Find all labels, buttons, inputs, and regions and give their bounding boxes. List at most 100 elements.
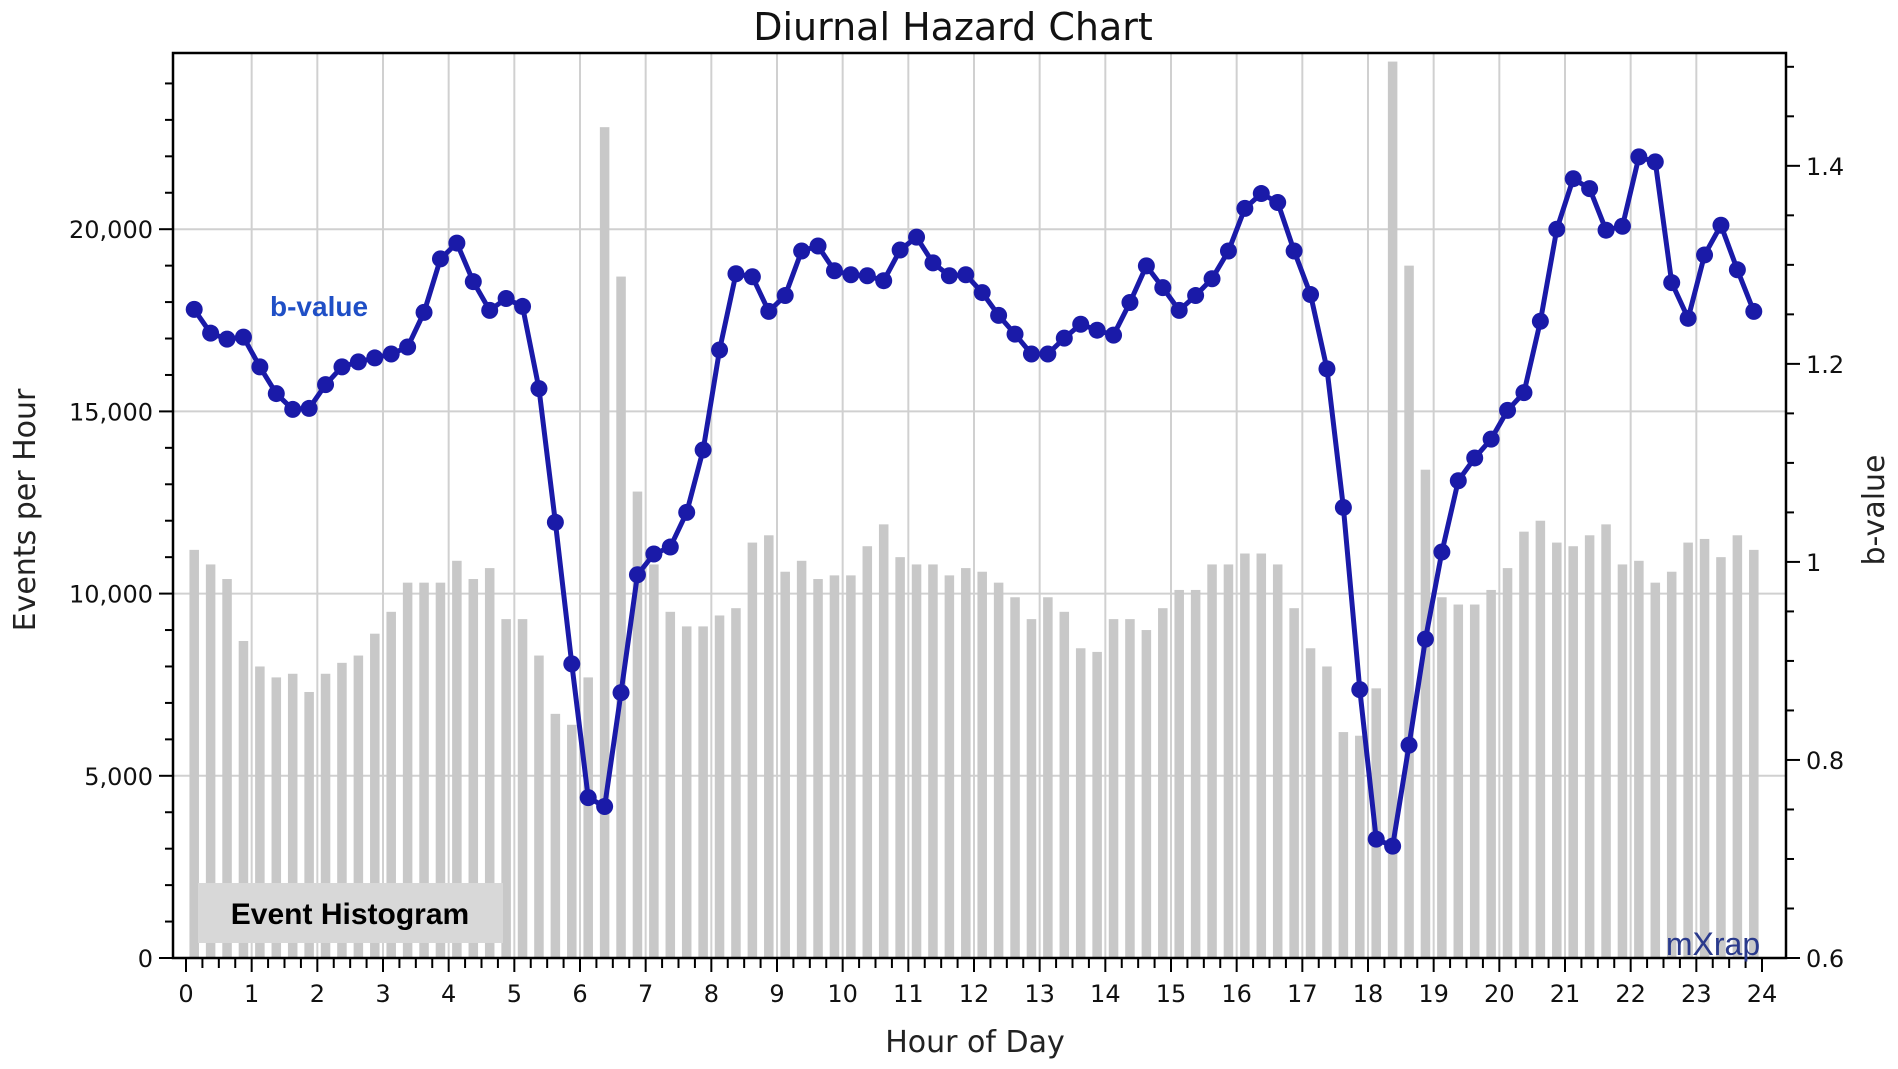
b-value-point bbox=[284, 400, 302, 418]
histogram-bar bbox=[862, 546, 873, 958]
histogram-bar bbox=[452, 560, 462, 958]
b-value-point bbox=[1055, 329, 1073, 347]
b-value-point bbox=[1351, 681, 1369, 699]
histogram-bar bbox=[1207, 564, 1217, 958]
b-value-annotation: b-value bbox=[270, 291, 368, 322]
b-value-point bbox=[415, 303, 433, 321]
event-histogram-label: Event Histogram bbox=[231, 898, 469, 931]
b-value-point bbox=[218, 330, 236, 348]
histogram-bar bbox=[1453, 604, 1464, 958]
histogram-bar bbox=[255, 666, 265, 958]
x-tick-label: 18 bbox=[1353, 980, 1384, 1008]
b-value-point bbox=[940, 267, 958, 285]
histogram-bar bbox=[928, 564, 938, 958]
b-value-point bbox=[1121, 293, 1139, 311]
x-tick-label: 5 bbox=[507, 980, 522, 1008]
histogram-bar bbox=[402, 582, 413, 958]
x-tick-label: 19 bbox=[1418, 980, 1449, 1008]
histogram-bar bbox=[320, 673, 331, 958]
histogram-bar bbox=[698, 626, 708, 958]
histogram-bar bbox=[1092, 651, 1102, 958]
b-value-point bbox=[399, 338, 417, 356]
event-histogram-label-box bbox=[198, 883, 503, 943]
x-tick-label: 12 bbox=[959, 980, 990, 1008]
histogram-bar bbox=[435, 582, 446, 958]
histogram-bar bbox=[1617, 564, 1628, 958]
histogram-bar bbox=[944, 575, 955, 958]
b-value-point bbox=[300, 399, 318, 417]
histogram-bar bbox=[1749, 549, 1759, 958]
b-value-point bbox=[793, 242, 811, 260]
x-tick-label: 23 bbox=[1681, 980, 1712, 1008]
histogram-bar bbox=[731, 608, 741, 958]
x-tick-label: 9 bbox=[769, 980, 784, 1008]
histogram-bar bbox=[1634, 560, 1644, 958]
b-value-point bbox=[1449, 472, 1467, 490]
x-tick-label: 16 bbox=[1221, 980, 1252, 1008]
histogram-bar bbox=[337, 662, 347, 958]
y2-tick-label: 1.2 bbox=[1806, 351, 1844, 379]
histogram-bar bbox=[287, 673, 298, 958]
histogram-bar bbox=[829, 575, 840, 958]
b-value-point bbox=[1663, 274, 1681, 292]
histogram-bar bbox=[501, 619, 511, 958]
histogram-bar bbox=[205, 564, 216, 958]
histogram-bar bbox=[1437, 597, 1447, 958]
b-value-point bbox=[1712, 216, 1730, 234]
histogram-bar bbox=[534, 655, 544, 958]
histogram-bar bbox=[1699, 538, 1710, 958]
histogram-bar bbox=[1584, 535, 1595, 958]
b-value-point bbox=[1515, 384, 1533, 402]
axis-ticks: 0 1 2 3 4 5 6 7 8 9 10 11 12 13 14 15 16 17 18 19 20 21 22 23 24… bbox=[69, 65, 1844, 1008]
b-value-point bbox=[1170, 301, 1188, 319]
b-value-point bbox=[579, 789, 597, 807]
histogram-bar bbox=[846, 575, 856, 958]
b-value-point bbox=[1482, 430, 1500, 448]
histogram-bar bbox=[1289, 608, 1299, 958]
b-value-point bbox=[1400, 736, 1418, 754]
histogram-bar bbox=[599, 127, 610, 959]
b-value-point bbox=[464, 273, 482, 291]
histogram-bar bbox=[764, 535, 774, 958]
histogram-bar bbox=[1469, 604, 1480, 958]
x-tick-label: 15 bbox=[1156, 980, 1187, 1008]
b-value-point bbox=[924, 254, 942, 272]
histogram-bar bbox=[1190, 589, 1201, 958]
b-value-point bbox=[1302, 286, 1320, 304]
x-tick-label: 11 bbox=[893, 980, 924, 1008]
b-value-point bbox=[1334, 498, 1352, 516]
b-value-point bbox=[497, 290, 515, 308]
histogram-bar bbox=[1355, 735, 1365, 958]
b-value-point bbox=[1597, 221, 1615, 239]
x-tick-label: 0 bbox=[178, 980, 193, 1008]
x-tick-label: 21 bbox=[1550, 980, 1581, 1008]
y-tick-label: 20,000 bbox=[69, 216, 153, 244]
histogram-bar bbox=[1683, 542, 1693, 958]
x-tick-label: 7 bbox=[638, 980, 653, 1008]
b-value-point bbox=[431, 250, 449, 268]
histogram-bar bbox=[271, 677, 282, 958]
histogram-bar bbox=[468, 579, 479, 958]
b-value-point bbox=[1630, 148, 1648, 166]
histogram-bar bbox=[1272, 564, 1283, 958]
histogram-bar bbox=[484, 568, 495, 958]
b-value-point bbox=[1548, 220, 1566, 238]
histogram-bar bbox=[1387, 61, 1398, 959]
histogram-bar bbox=[1141, 630, 1152, 958]
b-value-point bbox=[234, 328, 252, 346]
b-value-point bbox=[990, 306, 1008, 324]
histogram-bar bbox=[1322, 666, 1332, 958]
b-value-point bbox=[1203, 270, 1221, 288]
b-value-point bbox=[317, 376, 335, 394]
histogram-bar bbox=[714, 615, 725, 958]
y2-axis-label: b-value bbox=[1857, 454, 1892, 565]
b-value-point bbox=[661, 538, 679, 556]
histogram-bar bbox=[386, 611, 396, 958]
x-tick-label: 20 bbox=[1484, 980, 1515, 1008]
y-tick-label: 15,000 bbox=[69, 398, 153, 426]
b-value-point bbox=[1696, 246, 1714, 264]
histogram-bar bbox=[1420, 469, 1431, 958]
y-tick-label: 5,000 bbox=[84, 763, 153, 791]
histogram-bar bbox=[1535, 520, 1546, 958]
